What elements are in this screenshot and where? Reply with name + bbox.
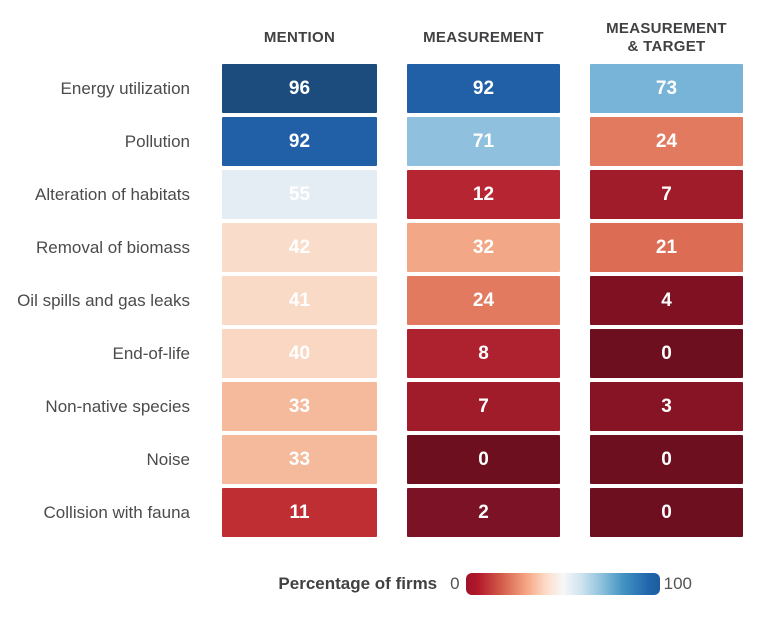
heatmap-cell: 8 [407, 329, 560, 378]
legend: Percentage of firms 0 100 [0, 573, 758, 595]
row-label: Collision with fauna [43, 502, 190, 522]
heatmap-cell: 32 [407, 223, 560, 272]
heatmap-cell: 33 [222, 435, 377, 484]
legend-gradient-bar [465, 573, 660, 595]
heatmap-cell: 33 [222, 382, 377, 431]
legend-label: Percentage of firms [278, 574, 438, 593]
heatmap-cell: 42 [222, 223, 377, 272]
row-label: End-of-life [112, 343, 190, 363]
column-header-mention: MENTION [263, 29, 336, 46]
heatmap-body: Energy utilization 96 92 73 Pollution 92 71 24 A… [0, 64, 758, 537]
heatmap-cell: 40 [222, 329, 377, 378]
legend-max-value: 100 [663, 574, 692, 593]
heatmap-cell: 7 [590, 170, 743, 219]
heatmap-cell: 92 [407, 64, 560, 113]
heatmap-cell: 4 [590, 276, 743, 325]
column-header-measurement: MEASUREMENT [423, 29, 544, 46]
row-label: Energy utilization [60, 78, 190, 98]
heatmap-cell: 7 [407, 382, 560, 431]
heatmap-cell: 0 [590, 488, 743, 537]
heatmap-cell: 96 [222, 64, 377, 113]
heatmap-cell: 41 [222, 276, 377, 325]
heatmap-cell: 0 [590, 435, 743, 484]
row-label: Pollution [124, 131, 190, 151]
legend-min-value: 0 [450, 574, 460, 593]
heatmap-cell: 12 [407, 170, 560, 219]
heatmap-cell: 2 [407, 488, 560, 537]
row-label: Oil spills and gas leaks [17, 290, 190, 310]
heatmap-cell: 11 [222, 488, 377, 537]
column-headers: MENTION MEASUREMENT MEASUREMENT & TARGET [0, 12, 758, 64]
row-label: Removal of biomass [35, 237, 190, 257]
row-label: Noise [146, 449, 190, 469]
heatmap-cell: 73 [590, 64, 743, 113]
heatmap-cell: 92 [222, 117, 377, 166]
row-label: Alteration of habitats [35, 184, 190, 204]
heatmap-cell: 55 [222, 170, 377, 219]
heatmap-cell: 24 [590, 117, 743, 166]
heatmap-cell: 0 [407, 435, 560, 484]
heatmap-cell: 21 [590, 223, 743, 272]
heatmap-cell: 24 [407, 276, 560, 325]
heatmap-cell: 0 [590, 329, 743, 378]
column-header-measurement-target: MEASUREMENT & TARGET [606, 20, 727, 55]
heatmap-cell: 71 [407, 117, 560, 166]
heatmap-cell: 3 [590, 382, 743, 431]
row-label: Non-native species [45, 396, 190, 416]
